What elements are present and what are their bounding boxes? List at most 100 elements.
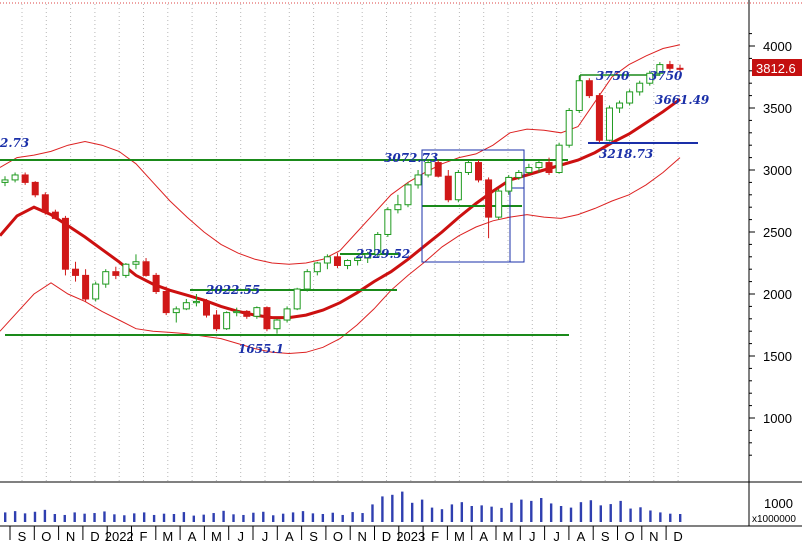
candle — [424, 160, 432, 178]
volume-bar — [133, 513, 136, 522]
volume-bar — [351, 512, 354, 522]
candle — [112, 266, 120, 280]
volume-bar — [202, 514, 205, 522]
candle-body — [323, 256, 331, 264]
annotation-mid-box: 2329.52 — [355, 247, 410, 261]
time-tick-label: A — [479, 529, 488, 544]
time-tick-label: O — [41, 529, 51, 544]
candle — [243, 310, 251, 319]
volume-bar — [401, 491, 404, 522]
candle — [152, 272, 160, 294]
candle-body — [192, 300, 200, 304]
candle — [172, 306, 180, 323]
annotation-low-box: 2022.55 — [205, 283, 260, 297]
price-tick-label: 3500 — [763, 101, 792, 116]
candle-body — [656, 64, 664, 74]
annotation-peak-a: 3750 — [596, 69, 630, 83]
candle-body — [595, 95, 603, 141]
volume-bar — [440, 509, 444, 522]
candle-body — [414, 174, 422, 186]
candle-body — [223, 312, 231, 330]
candle — [414, 170, 422, 189]
candle-body — [41, 194, 49, 213]
time-tick-label: D — [382, 529, 391, 544]
volume-bar — [500, 507, 503, 522]
candle — [293, 287, 301, 311]
volume-bar — [391, 494, 394, 522]
candle — [51, 209, 59, 220]
volume-bar — [410, 502, 414, 522]
candle — [565, 108, 573, 148]
candle-body — [273, 319, 281, 330]
candlesticks — [1, 60, 684, 334]
candle — [72, 261, 80, 282]
time-tick-label: M — [162, 529, 173, 544]
candle-body — [364, 253, 372, 259]
time-tick-label: M — [211, 529, 222, 544]
candle — [233, 307, 241, 317]
candle — [444, 170, 452, 203]
volume-bar — [301, 511, 305, 522]
volume-bar — [252, 512, 255, 522]
candle-body — [454, 171, 462, 201]
candle — [485, 177, 493, 239]
volume-bar — [381, 496, 384, 522]
candle-body — [182, 302, 190, 310]
price-annotations: 2.73 3072.73 2329.52 2022.55 1655.1 3750… — [0, 69, 710, 356]
candle-body — [374, 233, 382, 255]
candle — [364, 251, 372, 263]
candle — [626, 89, 634, 106]
volume-bar — [192, 515, 196, 522]
volume-bar — [510, 502, 513, 522]
volume-bar — [371, 504, 374, 522]
candle — [394, 194, 402, 214]
candle-body — [333, 256, 341, 266]
candle-body — [525, 167, 533, 173]
candle — [555, 142, 563, 174]
volume-bar — [520, 499, 523, 522]
candle — [605, 105, 613, 142]
candle-body — [404, 184, 412, 206]
time-tick-label: N — [358, 529, 367, 544]
candle-body — [51, 211, 59, 219]
volume-bar — [142, 512, 146, 522]
candle-body — [263, 307, 271, 330]
time-tick-label: S — [309, 529, 318, 544]
candle — [223, 311, 231, 330]
candle-body — [11, 174, 19, 181]
volume-bar — [272, 515, 275, 522]
volume-bars — [4, 491, 682, 522]
time-axis: S O N D 2022 F M A M J J A S O N D 2023 F M A M J J A S O N D — [9, 526, 683, 544]
candle — [384, 207, 392, 237]
candle — [11, 172, 19, 183]
candle-body — [444, 175, 452, 201]
candle-body — [313, 262, 321, 273]
candle — [61, 215, 69, 276]
volume-bar — [43, 509, 47, 522]
candle-body — [253, 307, 261, 317]
price-tick-label: 2500 — [763, 225, 792, 240]
volume-bar — [659, 512, 662, 522]
volume-bar — [540, 498, 543, 522]
volume-bar — [619, 500, 622, 522]
candle-body — [213, 314, 221, 330]
volume-bar — [242, 514, 245, 522]
volume-tick-label: 1000 — [764, 496, 793, 511]
volume-bar — [321, 514, 325, 522]
time-tick-label: A — [577, 529, 586, 544]
candle-body — [1, 179, 9, 183]
candle — [505, 174, 513, 195]
time-tick-label: D — [90, 529, 99, 544]
volume-bar — [182, 512, 186, 522]
candle-body — [636, 82, 644, 93]
candle-body — [485, 179, 493, 218]
candle-body — [646, 72, 654, 84]
candle — [646, 70, 654, 86]
candle-body — [303, 271, 311, 290]
candle — [192, 294, 200, 307]
volume-bar — [569, 507, 573, 522]
volume-bar — [63, 514, 66, 522]
candle — [182, 298, 190, 311]
candle — [213, 310, 221, 332]
candle-body — [172, 308, 180, 314]
